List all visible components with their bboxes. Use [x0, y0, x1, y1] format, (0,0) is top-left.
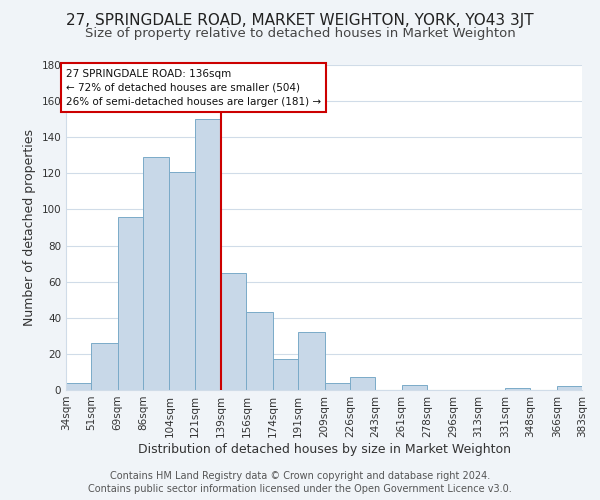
Bar: [118, 216, 143, 390]
Bar: [298, 332, 325, 390]
Text: Contains public sector information licensed under the Open Government Licence v3: Contains public sector information licen…: [88, 484, 512, 494]
X-axis label: Distribution of detached houses by size in Market Weighton: Distribution of detached houses by size …: [137, 442, 511, 456]
Bar: [169, 172, 194, 390]
Text: Size of property relative to detached houses in Market Weighton: Size of property relative to detached ho…: [85, 28, 515, 40]
Bar: [350, 378, 375, 390]
Bar: [194, 119, 221, 390]
Bar: [401, 384, 427, 390]
Bar: [557, 386, 582, 390]
Text: 27, SPRINGDALE ROAD, MARKET WEIGHTON, YORK, YO43 3JT: 27, SPRINGDALE ROAD, MARKET WEIGHTON, YO…: [66, 12, 534, 28]
Text: 27 SPRINGDALE ROAD: 136sqm
← 72% of detached houses are smaller (504)
26% of sem: 27 SPRINGDALE ROAD: 136sqm ← 72% of deta…: [66, 68, 321, 106]
Bar: [325, 383, 350, 390]
Bar: [143, 157, 169, 390]
Bar: [273, 360, 298, 390]
Text: Contains HM Land Registry data © Crown copyright and database right 2024.: Contains HM Land Registry data © Crown c…: [110, 471, 490, 481]
Y-axis label: Number of detached properties: Number of detached properties: [23, 129, 36, 326]
Bar: [247, 312, 273, 390]
Bar: [66, 383, 91, 390]
Bar: [91, 343, 118, 390]
Bar: [221, 272, 247, 390]
Bar: [505, 388, 530, 390]
